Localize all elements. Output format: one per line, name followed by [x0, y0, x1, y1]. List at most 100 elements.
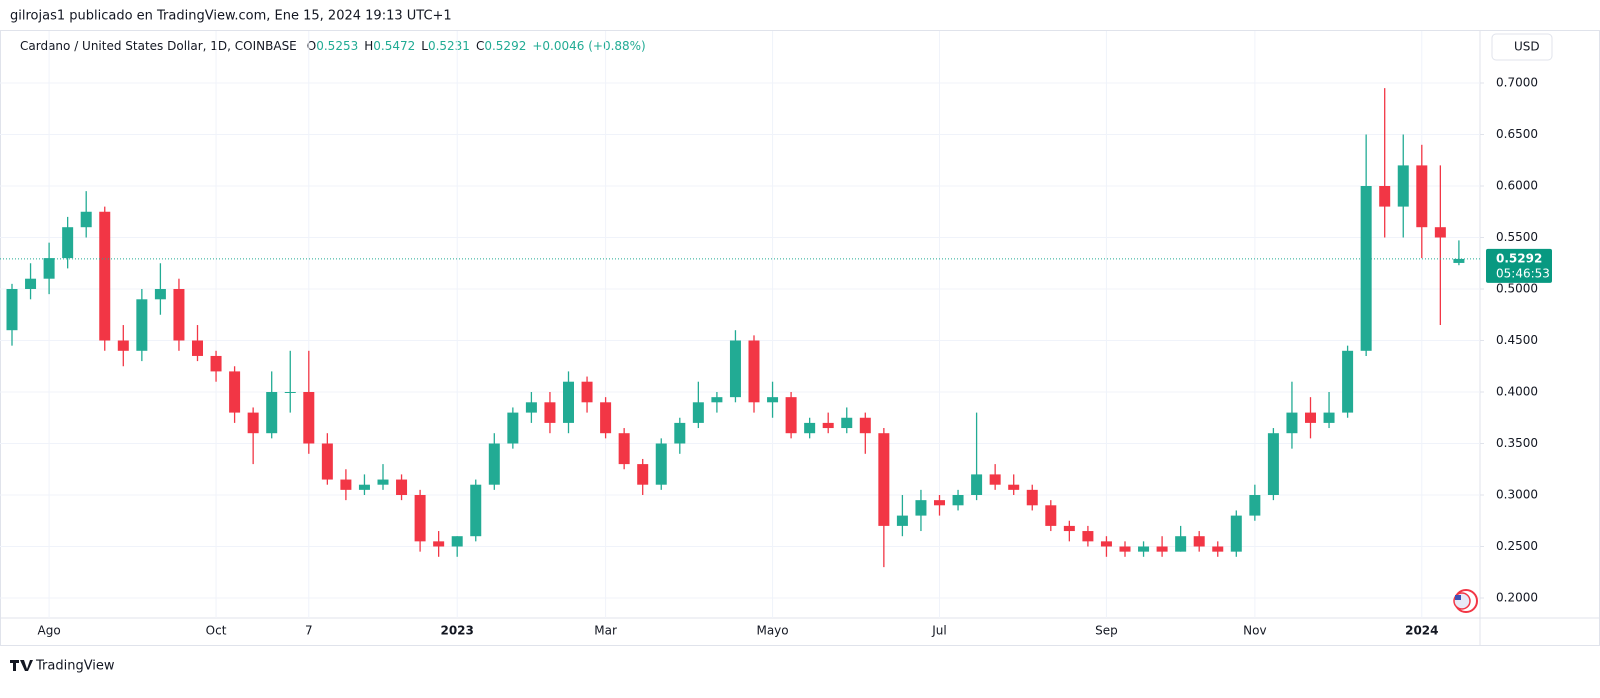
candle-body [1138, 546, 1150, 552]
candle-body [1249, 495, 1261, 516]
candle-body [1267, 433, 1279, 495]
ohlc-label: H [364, 39, 373, 53]
candle-body [1008, 484, 1020, 490]
candle-body [841, 417, 853, 429]
candle-body [1323, 412, 1335, 423]
candle-body [154, 289, 166, 300]
candle-body [1193, 536, 1205, 547]
y-tick-label: 0.5500 [1496, 230, 1538, 244]
candle-body [488, 443, 500, 485]
candle-body [173, 289, 185, 341]
x-tick-label: Jul [931, 624, 946, 638]
candle-body [711, 397, 723, 403]
y-tick-label: 0.4000 [1496, 385, 1538, 399]
x-tick-label: Mar [594, 624, 617, 638]
candle-body [1100, 541, 1112, 547]
publish-note: gilrojas1 publicado en TradingView.com, … [10, 9, 452, 24]
x-tick-label: Mayo [756, 624, 788, 638]
candle-body [1230, 515, 1242, 552]
currency[interactable]: USD [1514, 40, 1540, 54]
grid: 0.2000 0.2500 0.3000 0.3500 0.4000 0.4500 0.50… [0, 31, 1538, 638]
y-tick-label: 0.2000 [1496, 591, 1538, 605]
candle-body [674, 422, 686, 444]
brand: TradingView [35, 659, 115, 674]
candle-body [1286, 412, 1298, 434]
candle-body [915, 500, 927, 516]
chart-frame [0, 30, 1600, 646]
price-tag [1486, 248, 1552, 283]
candle-body [1416, 165, 1428, 228]
candle-body [934, 500, 945, 506]
y-tick-label: 0.6000 [1496, 179, 1538, 193]
candle-body [1305, 412, 1316, 423]
candle-body [247, 412, 259, 434]
candle-body [896, 515, 908, 526]
candle-body [340, 479, 352, 490]
candle-body [822, 422, 834, 429]
candle-body [414, 495, 426, 542]
x-tick-label: 2023 [440, 624, 473, 638]
candle-body [989, 474, 1001, 485]
candle-body [1119, 546, 1131, 552]
candle-body [80, 211, 92, 228]
flag-icon [1453, 589, 1478, 613]
candle-body [43, 258, 55, 279]
candle-body [971, 474, 983, 495]
candle-body [1453, 258, 1465, 263]
legend: Cardano / United States Dollar, 1D, COIN… [20, 39, 646, 53]
candle-body [748, 340, 760, 403]
candle-body [544, 402, 556, 423]
candle-body [767, 397, 779, 403]
candle-body [25, 278, 37, 289]
candle-body [1360, 186, 1372, 351]
ohlc-value: 0.5472 [373, 39, 415, 53]
ohlc-value: 0.5292 [484, 39, 526, 53]
ohlc-label: C [476, 39, 484, 53]
candle-body [303, 392, 315, 444]
candle-body [581, 381, 593, 403]
price-tag-value: 0.5292 [1496, 251, 1542, 265]
ohlc-label: L [421, 39, 428, 53]
candle-body [1342, 350, 1354, 413]
candle-body [229, 371, 241, 413]
candle-body [692, 402, 704, 423]
candle-body [284, 392, 296, 393]
candle-body [525, 402, 537, 413]
candle-body [1063, 525, 1075, 532]
candle-body [785, 397, 797, 434]
candles [0, 88, 1480, 568]
candle-body [99, 211, 111, 341]
candle-body [192, 340, 203, 356]
candle-body [1156, 546, 1168, 552]
countdown: 05:46:53 [1496, 266, 1550, 280]
candle-body [433, 541, 445, 547]
candle-body [1175, 536, 1187, 552]
change: +0.0046 (+0.88%) [532, 39, 645, 53]
legend-text: Cardano / United States Dollar, 1D, COIN… [20, 39, 646, 53]
candle-body [1045, 505, 1057, 526]
candle-body [1026, 489, 1038, 506]
candle-body [859, 417, 871, 434]
y-tick-label: 0.6500 [1496, 127, 1538, 141]
y-tick-label: 0.2500 [1496, 539, 1538, 553]
y-tick-label: 0.5000 [1496, 282, 1538, 296]
candle-body [377, 479, 389, 485]
ohlc-label: O [307, 39, 316, 53]
brand-logo [10, 660, 33, 671]
ohlc-value: 0.5231 [428, 39, 470, 53]
candle-body [451, 536, 463, 547]
candle-body [210, 355, 222, 372]
x-tick-label: Ago [38, 624, 61, 638]
candle-body [470, 484, 482, 537]
candle-body [136, 299, 148, 351]
candle-body [878, 433, 890, 526]
ohlc-value: 0.5253 [316, 39, 358, 53]
candle-body [507, 412, 519, 444]
candle-body [729, 340, 741, 398]
candle-body [1434, 227, 1446, 238]
candle-body [637, 464, 649, 485]
currency-button[interactable] [1491, 33, 1553, 61]
x-tick-label: Nov [1243, 624, 1266, 638]
